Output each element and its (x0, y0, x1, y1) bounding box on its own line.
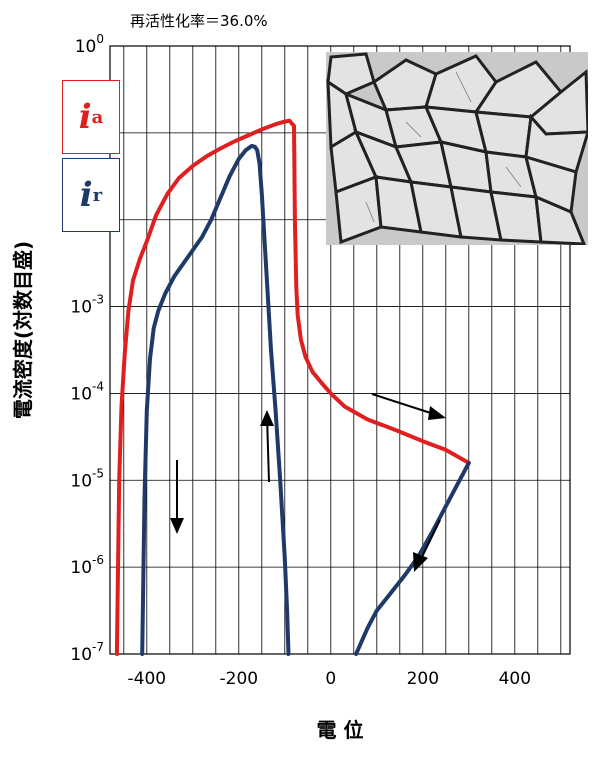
x-tick-label: 0 (325, 669, 336, 689)
series-line-ir (140, 143, 291, 656)
x-tick-label: -400 (128, 669, 167, 689)
legend-ir-letter: i (79, 175, 93, 215)
series-line-ia (114, 118, 471, 656)
x-tick-label: -200 (220, 669, 259, 689)
series-layer (114, 118, 471, 656)
y-tick-label: 10-3 (70, 293, 104, 318)
arrow-down-left-region (170, 460, 184, 534)
legend-ir-subscript: r (92, 184, 103, 206)
x-axis-ticks: -400 -200 0 200 400 (128, 669, 532, 689)
sweep-direction-arrows (170, 393, 446, 572)
chart-title: 再活性化率＝36.0% (130, 12, 268, 30)
arrow-right-ia (371, 393, 446, 420)
y-tick-label: 10-4 (70, 379, 104, 404)
arrow-down-left-ir (413, 519, 441, 572)
series-line-ir-return (354, 460, 471, 656)
x-axis-title: 電 位 (317, 718, 364, 742)
y-tick-label: 100 (75, 32, 104, 57)
y-tick-label: 10-5 (70, 466, 104, 491)
y-axis-title: 電流密度(対数目盛) (11, 241, 35, 419)
y-axis-ticks: 100 10-3 10-4 10-5 10-6 10-7 (70, 32, 104, 665)
arrow-up-ir (260, 410, 274, 483)
microstructure-photo (326, 52, 588, 245)
x-tick-label: 400 (499, 669, 531, 689)
x-tick-label: 200 (407, 669, 439, 689)
plot-frame (109, 45, 571, 655)
y-tick-label: 10-7 (70, 640, 104, 665)
legend-ia-subscript: a (91, 106, 104, 128)
y-tick-label: 10-6 (70, 553, 104, 578)
legend-ia-letter: i (78, 97, 92, 137)
